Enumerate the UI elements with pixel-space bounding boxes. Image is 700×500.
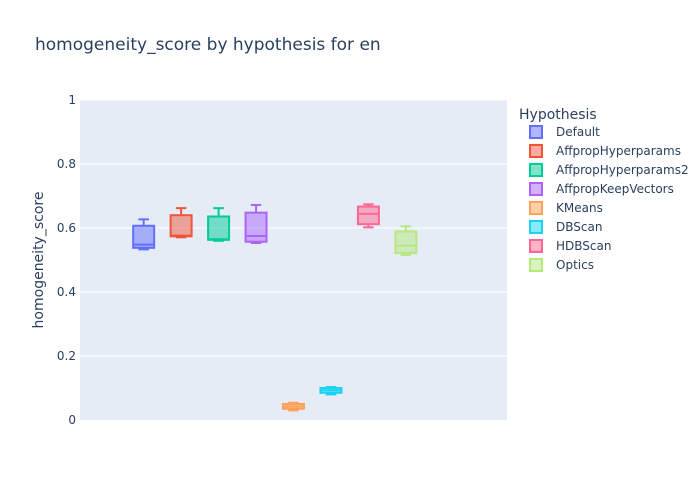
legend-swatch <box>530 126 542 138</box>
legend-swatch <box>530 259 542 271</box>
legend-item[interactable]: AffpropHyperparams2 <box>530 163 689 177</box>
box-iqr <box>395 232 416 253</box>
legend-label: Default <box>556 125 600 139</box>
box-kmeans <box>283 403 304 411</box>
legend-label: HDBScan <box>556 239 611 253</box>
y-tick-label: 0.6 <box>57 221 76 235</box>
legend-swatch <box>530 221 542 233</box>
legend-swatch <box>530 240 542 252</box>
legend-item[interactable]: Default <box>530 125 600 139</box>
legend-item[interactable]: Optics <box>530 258 594 272</box>
box-iqr <box>358 207 379 225</box>
plot-area <box>80 100 507 420</box>
legend[interactable]: Default AffpropHyperparams AffpropHyperpar… <box>530 125 689 272</box>
legend-item[interactable]: DBScan <box>530 220 602 234</box>
legend-label: Optics <box>556 258 594 272</box>
legend-item[interactable]: AffpropHyperparams <box>530 144 681 158</box>
box-iqr <box>208 216 229 239</box>
legend-label: AffpropKeepVectors <box>556 182 674 196</box>
legend-swatch <box>530 183 542 195</box>
y-tick-labels: 0 0.2 0.4 0.6 0.8 1 <box>57 93 76 427</box>
box-hdbscan <box>358 204 379 227</box>
y-tick-label: 1 <box>68 93 76 107</box>
legend-item[interactable]: HDBScan <box>530 239 611 253</box>
y-tick-label: 0.4 <box>57 285 76 299</box>
y-tick-label: 0.2 <box>57 349 76 363</box>
legend-label: KMeans <box>556 201 603 215</box>
y-tick-label: 0 <box>68 413 76 427</box>
legend-label: AffpropHyperparams <box>556 144 681 158</box>
y-tick-label: 0.8 <box>57 157 76 171</box>
box-iqr <box>171 215 192 236</box>
legend-swatch <box>530 202 542 214</box>
legend-swatch <box>530 145 542 157</box>
box-dbscan <box>320 387 341 394</box>
y-axis-title: homogeneity_score <box>31 192 47 329</box>
legend-item[interactable]: KMeans <box>530 201 603 215</box>
box-iqr <box>246 213 267 242</box>
chart-title: homogeneity_score by hypothesis for en <box>35 35 381 55</box>
legend-title: Hypothesis <box>519 107 597 123</box>
legend-swatch <box>530 164 542 176</box>
legend-label: AffpropHyperparams2 <box>556 163 689 177</box>
legend-label: DBScan <box>556 220 602 234</box>
box-optics <box>395 226 416 254</box>
legend-item[interactable]: AffpropKeepVectors <box>530 182 674 196</box>
